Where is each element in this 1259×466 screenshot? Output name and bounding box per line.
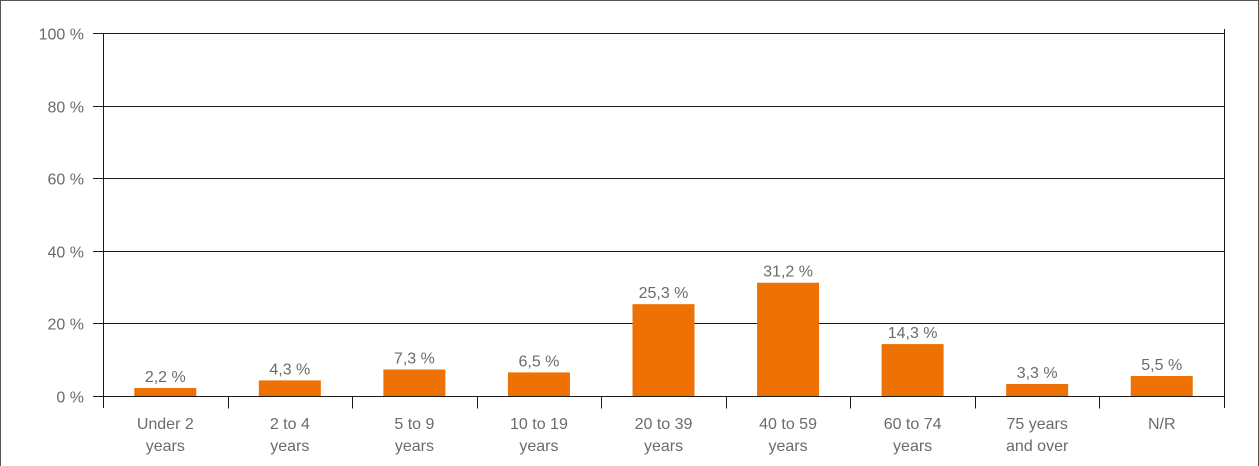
x-tick-label-1-line-2: years (146, 438, 185, 455)
data-label-7: 14,3 % (888, 325, 938, 342)
x-tick-label-1-line-1: Under 2 (137, 416, 194, 433)
x-tick-label-6-line-2: years (768, 438, 807, 455)
data-label-4: 6,5 % (518, 353, 559, 370)
data-label-2: 4,3 % (269, 361, 310, 378)
y-tick-label-80: 80 % (48, 100, 84, 117)
y-tick-label-40: 40 % (48, 245, 84, 262)
x-tick-label-4-line-2: years (519, 438, 558, 455)
bar-3 (383, 369, 446, 396)
x-tick-label-2-line-1: 2 to 4 (270, 416, 310, 433)
data-label-8: 3,3 % (1017, 365, 1058, 382)
bar-5 (632, 304, 695, 396)
x-tick-label-3-line-2: years (395, 438, 434, 455)
data-label-5: 25,3 % (639, 285, 689, 302)
bar-9 (1130, 376, 1193, 396)
x-tick-label-7-line-1: 60 to 74 (884, 416, 942, 433)
bar-6 (757, 282, 820, 396)
x-tick-label-5-line-2: years (644, 438, 683, 455)
x-tick-label-3-line-1: 5 to 9 (394, 416, 434, 433)
bar-2 (258, 380, 321, 396)
data-label-layer: 2,2 % 4,3 % 7,3 % 6,5 % 25,3 % 31,2 % 14,3 % 3,… (145, 264, 1182, 386)
bar-4 (507, 372, 570, 396)
bar-layer (134, 282, 1193, 396)
x-tick-label-7-line-2: years (893, 438, 932, 455)
data-label-1: 2,2 % (145, 369, 186, 386)
x-axis: Under 2 years 2 to 4 years 5 to 9 years 10 to … (93, 396, 1224, 455)
y-tick-label-0: 0 % (56, 390, 84, 407)
y-tick-label-100: 100 % (39, 27, 84, 44)
x-tick-label-4-line-1: 10 to 19 (510, 416, 568, 433)
x-tick-label-5-line-1: 20 to 39 (635, 416, 693, 433)
y-tick-label-60: 60 % (48, 172, 84, 189)
bar-7 (881, 344, 944, 396)
x-tick-label-9-line-1: N/R (1148, 416, 1176, 433)
x-tick-label-8-line-2: and over (1006, 438, 1069, 455)
x-tick-label-6-line-1: 40 to 59 (759, 416, 817, 433)
grid-layer (93, 29, 1225, 408)
bar-1 (134, 388, 197, 396)
x-tick-label-2-line-2: years (270, 438, 309, 455)
data-label-3: 7,3 % (394, 351, 435, 368)
y-axis-tick-labels: 0 % 20 % 40 % 60 % 80 % 100 % (39, 27, 84, 407)
y-tick-label-20: 20 % (48, 317, 84, 334)
data-label-9: 5,5 % (1141, 357, 1182, 374)
bar-8 (1006, 384, 1069, 396)
x-tick-label-8-line-1: 75 years (1006, 416, 1067, 433)
data-label-6: 31,2 % (763, 264, 813, 281)
